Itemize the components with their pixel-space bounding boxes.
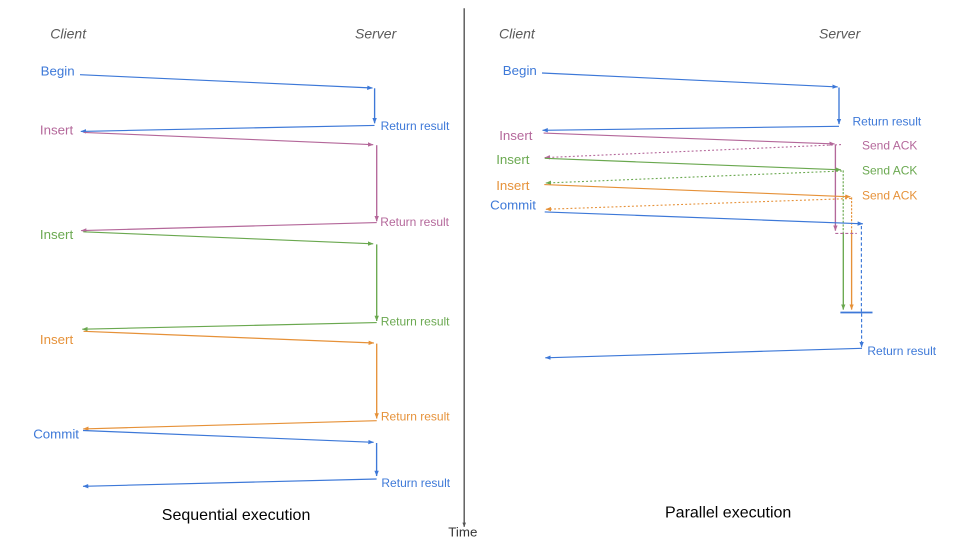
svg-text:Client: Client	[499, 26, 536, 42]
svg-text:Return result: Return result	[381, 476, 450, 490]
svg-text:Return result: Return result	[853, 115, 922, 129]
svg-text:Parallel execution: Parallel execution	[665, 505, 791, 522]
svg-text:Insert: Insert	[496, 152, 530, 167]
svg-text:Insert: Insert	[40, 123, 74, 138]
svg-text:Commit: Commit	[33, 426, 79, 441]
svg-text:Begin: Begin	[503, 63, 537, 78]
svg-text:Send ACK: Send ACK	[862, 189, 917, 203]
svg-text:Insert: Insert	[496, 178, 530, 193]
svg-text:Return result: Return result	[867, 344, 936, 358]
svg-text:Client: Client	[50, 26, 87, 42]
svg-text:Send ACK: Send ACK	[862, 163, 917, 177]
svg-text:Server: Server	[355, 26, 398, 42]
svg-text:Server: Server	[819, 26, 862, 42]
svg-text:Insert: Insert	[40, 227, 74, 242]
svg-text:Return result: Return result	[381, 119, 450, 133]
svg-text:Return result: Return result	[381, 314, 450, 328]
svg-text:Begin: Begin	[41, 63, 75, 78]
svg-text:Sequential execution: Sequential execution	[162, 507, 311, 524]
svg-text:Commit: Commit	[490, 198, 536, 213]
svg-text:Insert: Insert	[499, 128, 533, 143]
svg-text:Send ACK: Send ACK	[862, 138, 917, 152]
svg-text:Return result: Return result	[381, 409, 450, 423]
svg-text:Return result: Return result	[380, 215, 449, 229]
svg-text:Insert: Insert	[40, 332, 74, 347]
svg-text:Time: Time	[448, 525, 477, 540]
